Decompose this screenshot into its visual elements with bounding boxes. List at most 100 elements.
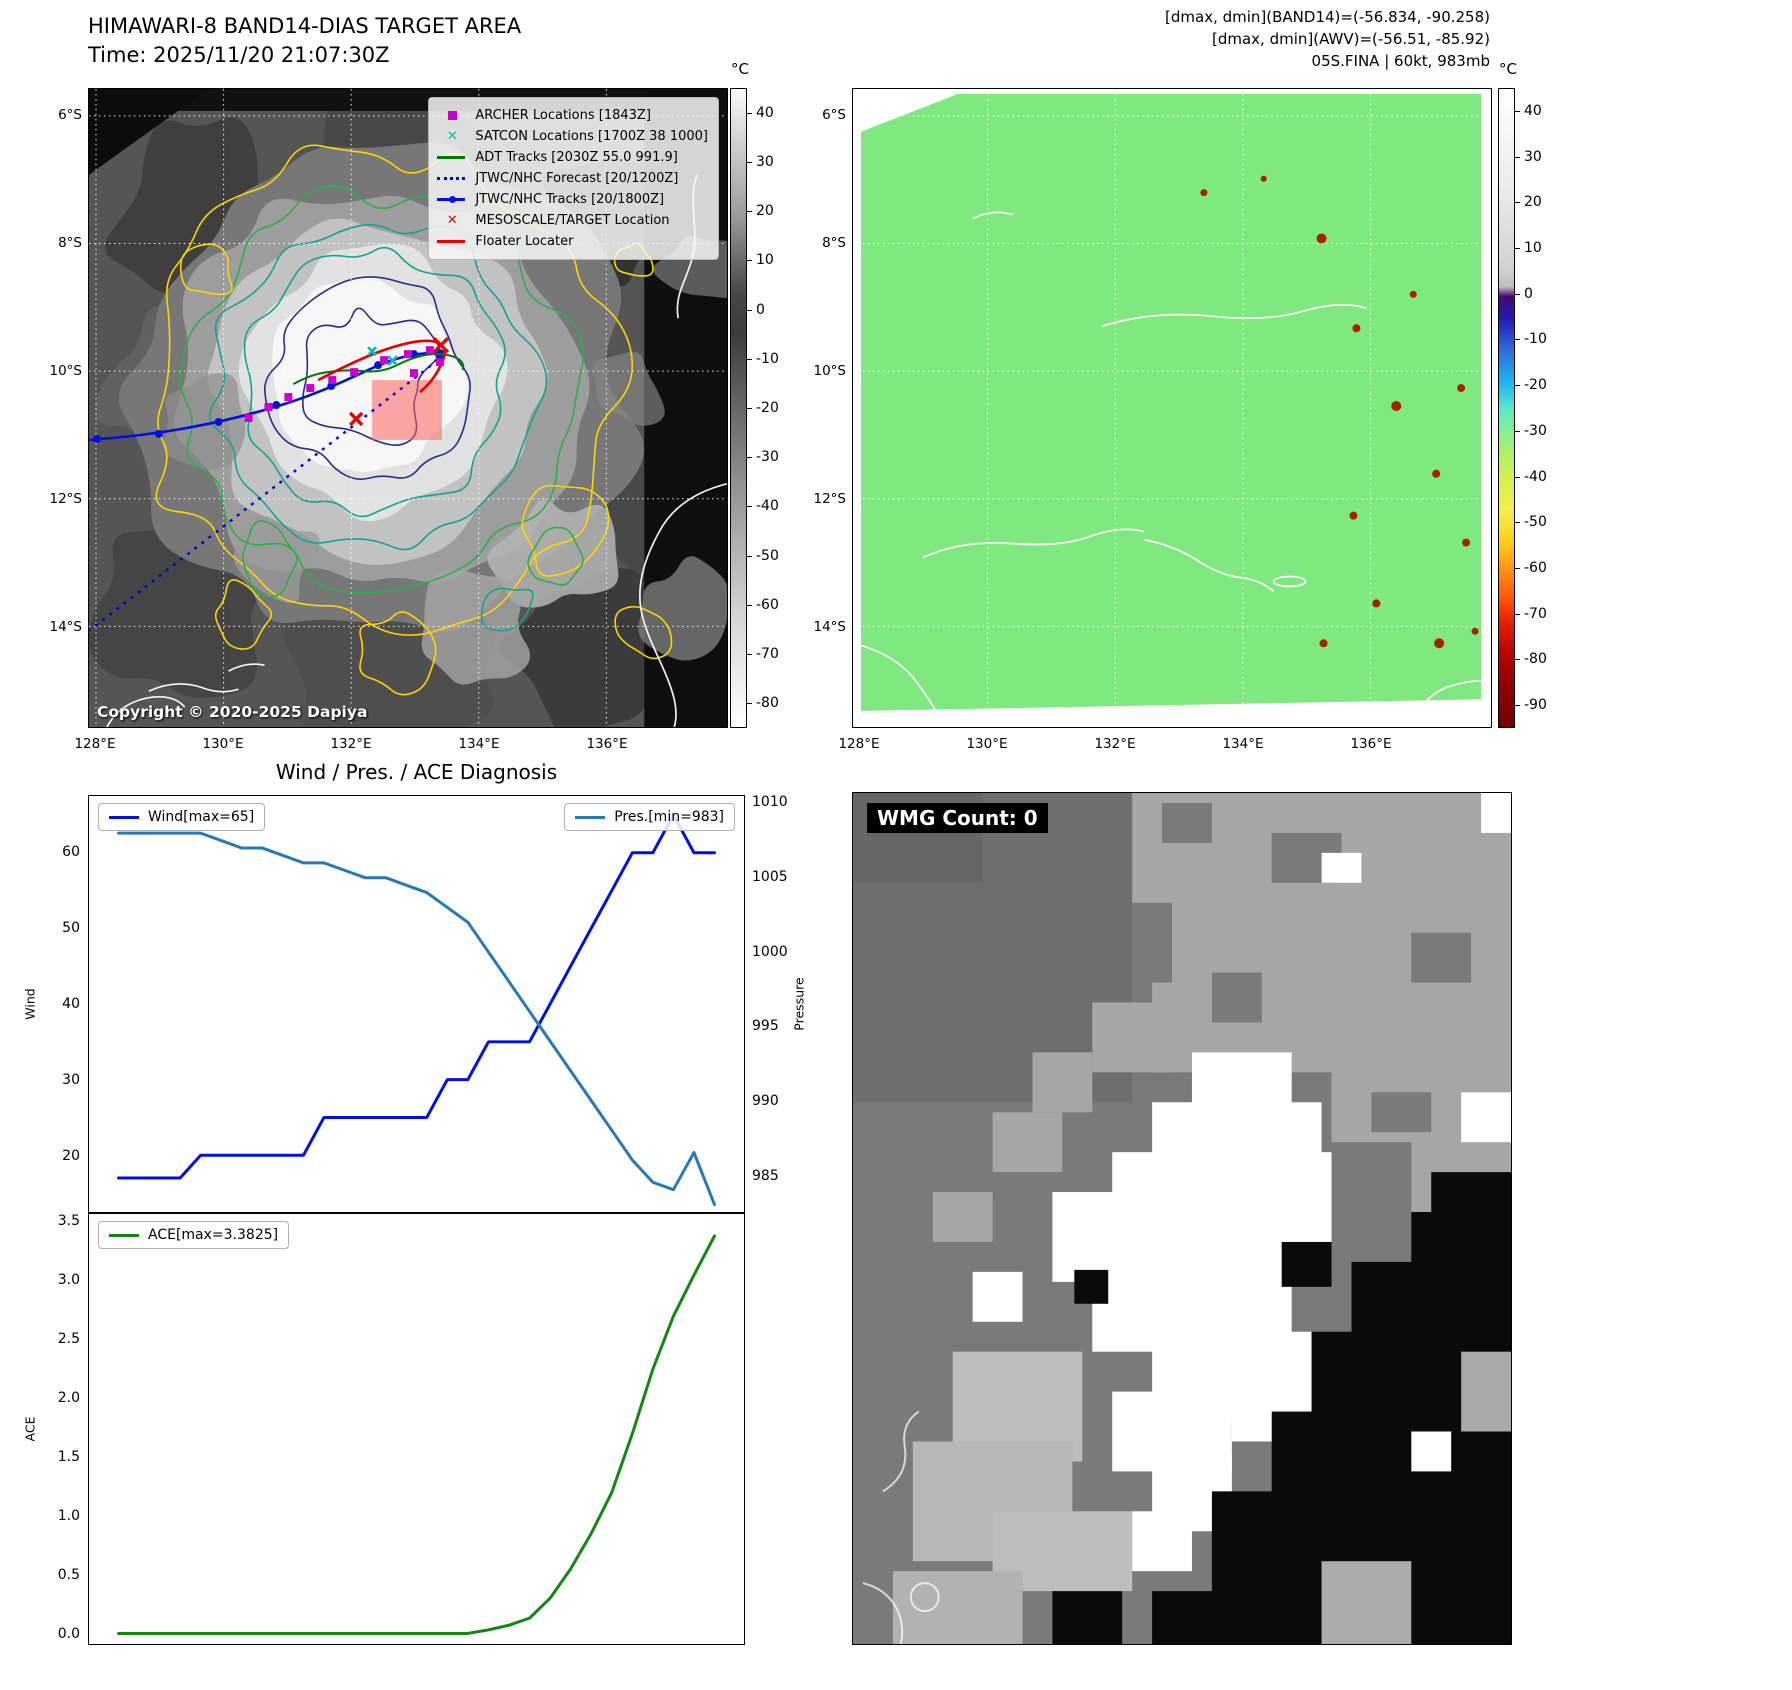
dmax-dmin-band14: [dmax, dmin](BAND14)=(-56.834, -90.258) [1165, 8, 1490, 26]
wmg-scene [853, 793, 1511, 1644]
lon-tick-label: 136°E [586, 736, 628, 752]
lon-tick-label: 130°E [202, 736, 244, 752]
legend-label: Pres.[min=983] [614, 809, 724, 825]
colorbar-tick-label: -10 [1524, 331, 1547, 348]
forecast-track [89, 359, 439, 633]
wind-pressure-chart: Wind[max=65] Pres.[min=983] [88, 795, 745, 1213]
gridlines [853, 89, 1491, 727]
colorbar-tick [1515, 385, 1520, 387]
colorbar-tick [747, 260, 752, 262]
colorbar-tick-label: -40 [1524, 468, 1547, 485]
colorbar-tick [1515, 659, 1520, 661]
legend-row: ✕ SATCON Locations [1700Z 38 1000] [437, 126, 708, 147]
colorbar-tick [1515, 705, 1520, 707]
legend-line-swatch [109, 1233, 139, 1237]
colorbar-tick [1515, 568, 1520, 569]
x-marker-swatch: ✕ [446, 128, 458, 144]
colorbar-tick [747, 358, 752, 360]
colorbar-tick-label: 20 [756, 203, 774, 220]
colorbar-tick [747, 506, 752, 508]
lon-tick-label: 132°E [1094, 736, 1136, 752]
colorbar-tick [1515, 339, 1520, 341]
band14-title: HIMAWARI-8 BAND14-DIAS TARGET AREA [88, 14, 522, 38]
floater-track [317, 339, 447, 394]
coastlines [853, 211, 1491, 727]
y-tick-label: 1000 [752, 943, 788, 960]
legend-label: MESOSCALE/TARGET Location [475, 213, 670, 228]
wmg-panel: WMG Count: 0 [810, 760, 1792, 1690]
y-tick-label: 1010 [752, 794, 788, 811]
coastlines [862, 1410, 940, 1644]
lon-tick-label: 136°E [1350, 736, 1392, 752]
legend-line-swatch [575, 815, 606, 819]
colorbar-tick-label: -50 [756, 547, 779, 564]
wind-pressure-plot [117, 813, 716, 1207]
colorbar-tick [1515, 293, 1520, 295]
y-tick-label: 1.0 [57, 1508, 80, 1525]
legend-label: Floater Locater [475, 234, 574, 249]
lat-tick-label: 6°S [822, 107, 846, 123]
pressure-legend: Pres.[min=983] [564, 803, 735, 831]
legend-label: ADT Tracks [2030Z 55.0 991.9] [475, 150, 678, 165]
gridlines [89, 89, 727, 727]
x-marker-swatch: ✕ [446, 212, 458, 228]
band14-scene [89, 89, 727, 727]
colorbar-tick [747, 654, 752, 656]
lat-tick-label: 10°S [813, 363, 847, 379]
colorbar-tick-label: 30 [756, 153, 774, 170]
lat-tick-label: 10°S [49, 363, 83, 379]
ace-plot [117, 1234, 716, 1635]
lon-tick-label: 128°E [838, 736, 880, 752]
legend-label: JTWC/NHC Tracks [20/1800Z] [475, 192, 665, 207]
colorbar-tick [1515, 156, 1520, 158]
ace-chart: ACE[max=3.3825] [88, 1213, 745, 1645]
archer-markers [244, 346, 444, 422]
legend-label: ARCHER Locations [1843Z] [475, 108, 651, 123]
colorbar-tick-label: 40 [1524, 102, 1542, 119]
legend-line-swatch [109, 815, 139, 819]
coastlines [106, 174, 727, 727]
diagnosis-title: Wind / Pres. / ACE Diagnosis [275, 760, 558, 784]
line-series [117, 813, 716, 1180]
y-tick-label: 1.5 [57, 1449, 80, 1466]
awv-overlay [853, 89, 1491, 727]
band14-time: Time: 2025/11/20 21:07:30Z [88, 43, 390, 67]
colorbar-tick-label: -70 [756, 646, 779, 663]
lon-tick-label: 132°E [330, 736, 372, 752]
awv-color-field [861, 94, 1481, 711]
legend-label: Wind[max=65] [148, 809, 255, 825]
y-tick-label: 2.5 [57, 1331, 80, 1348]
lat-tick-label: 12°S [813, 491, 847, 507]
dotted-marker-swatch [437, 172, 467, 186]
square-marker-swatch [437, 109, 467, 123]
background-holes [1162, 802, 1472, 1133]
colorbar-tick-label: -60 [756, 596, 779, 613]
colorbar-tick-label: -20 [1524, 377, 1547, 394]
legend-line-swatch [437, 156, 466, 159]
lat-tick-label: 14°S [813, 619, 847, 635]
awv-map [852, 88, 1492, 728]
y-tick-label: 995 [752, 1018, 779, 1035]
legend-line-swatch [437, 240, 466, 243]
awv-panel: [dmax, dmin](BAND14)=(-56.834, -90.258) … [800, 0, 1792, 760]
lat-tick-label: 8°S [58, 235, 82, 251]
y-tick-label: 50 [62, 920, 80, 936]
legend-row: ADT Tracks [2030Z 55.0 991.9] [437, 147, 708, 168]
colorbar-tick [1515, 476, 1520, 478]
colorbar-tick-label: -40 [756, 498, 779, 515]
y-tick-label: 2.0 [57, 1390, 80, 1407]
ace-legend: ACE[max=3.3825] [98, 1221, 290, 1249]
jtwc-track [89, 349, 445, 443]
line-marker-swatch [437, 235, 467, 249]
wind-legend: Wind[max=65] [98, 803, 266, 831]
black-region [1052, 1172, 1511, 1644]
line-series [117, 831, 716, 1207]
colorbar-tick [747, 112, 752, 114]
colorbar-tick-label: 0 [756, 301, 765, 318]
colorbar-tick-label: 40 [756, 104, 774, 121]
legend-line-swatch [437, 177, 466, 180]
colorbar-tick-label: -50 [1524, 514, 1547, 531]
awv-colorbar [1498, 88, 1515, 728]
colorbar-tick [747, 211, 752, 213]
line-dot-marker-swatch [437, 193, 467, 207]
